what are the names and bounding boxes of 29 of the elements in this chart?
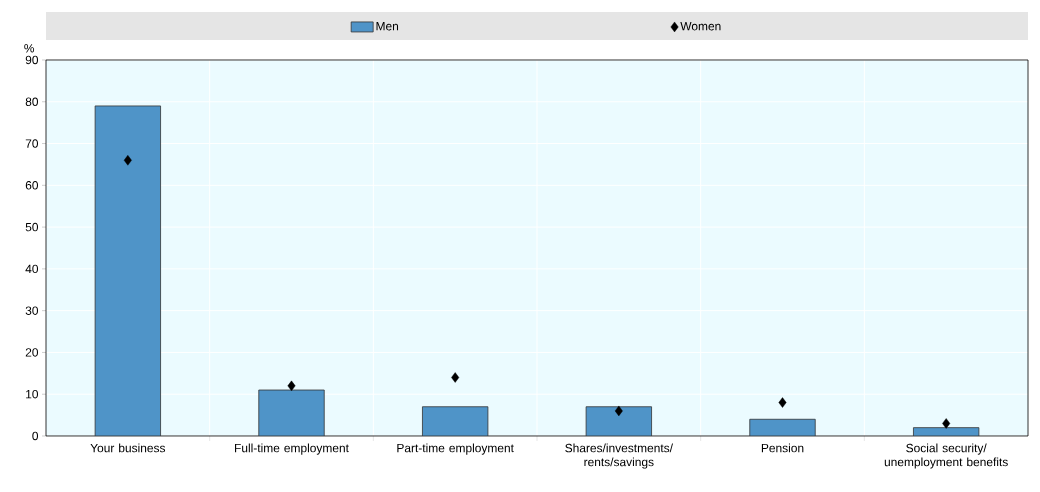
x-tick-label: Your business — [90, 443, 166, 453]
x-tick-label: Pension — [761, 443, 804, 453]
point — [614, 405, 623, 417]
bar — [258, 389, 325, 436]
y-tick-label: 70 — [25, 139, 39, 148]
point — [451, 372, 460, 383]
legend-label: Men — [376, 22, 399, 31]
x-tick-label: Full-time employment — [235, 443, 349, 455]
y-tick-label: 50 — [25, 222, 39, 232]
x-tick-label: Social security/ unemployment benefits — [884, 443, 1008, 469]
point — [287, 380, 296, 392]
legend-label: Women — [680, 22, 721, 31]
y-tick-label: 30 — [25, 306, 39, 315]
bar — [94, 105, 161, 436]
point — [123, 155, 132, 166]
bar — [585, 406, 652, 436]
y-axis-title: % — [24, 44, 35, 53]
y-tick-label: 60 — [25, 181, 39, 190]
y-tick-label: 90 — [25, 55, 39, 65]
y-tick-label: 10 — [26, 389, 39, 399]
point — [942, 418, 951, 429]
bar — [422, 406, 489, 436]
x-tick-label: Shares/investments/ rents/savings — [565, 443, 673, 469]
y-tick-label: 80 — [25, 97, 39, 106]
x-tick-label: Part-time employment — [397, 443, 514, 455]
y-tick-label: 20 — [25, 348, 39, 357]
point — [778, 397, 787, 408]
y-tick-label: 0 — [32, 431, 39, 441]
y-tick-label: 40 — [25, 264, 39, 274]
